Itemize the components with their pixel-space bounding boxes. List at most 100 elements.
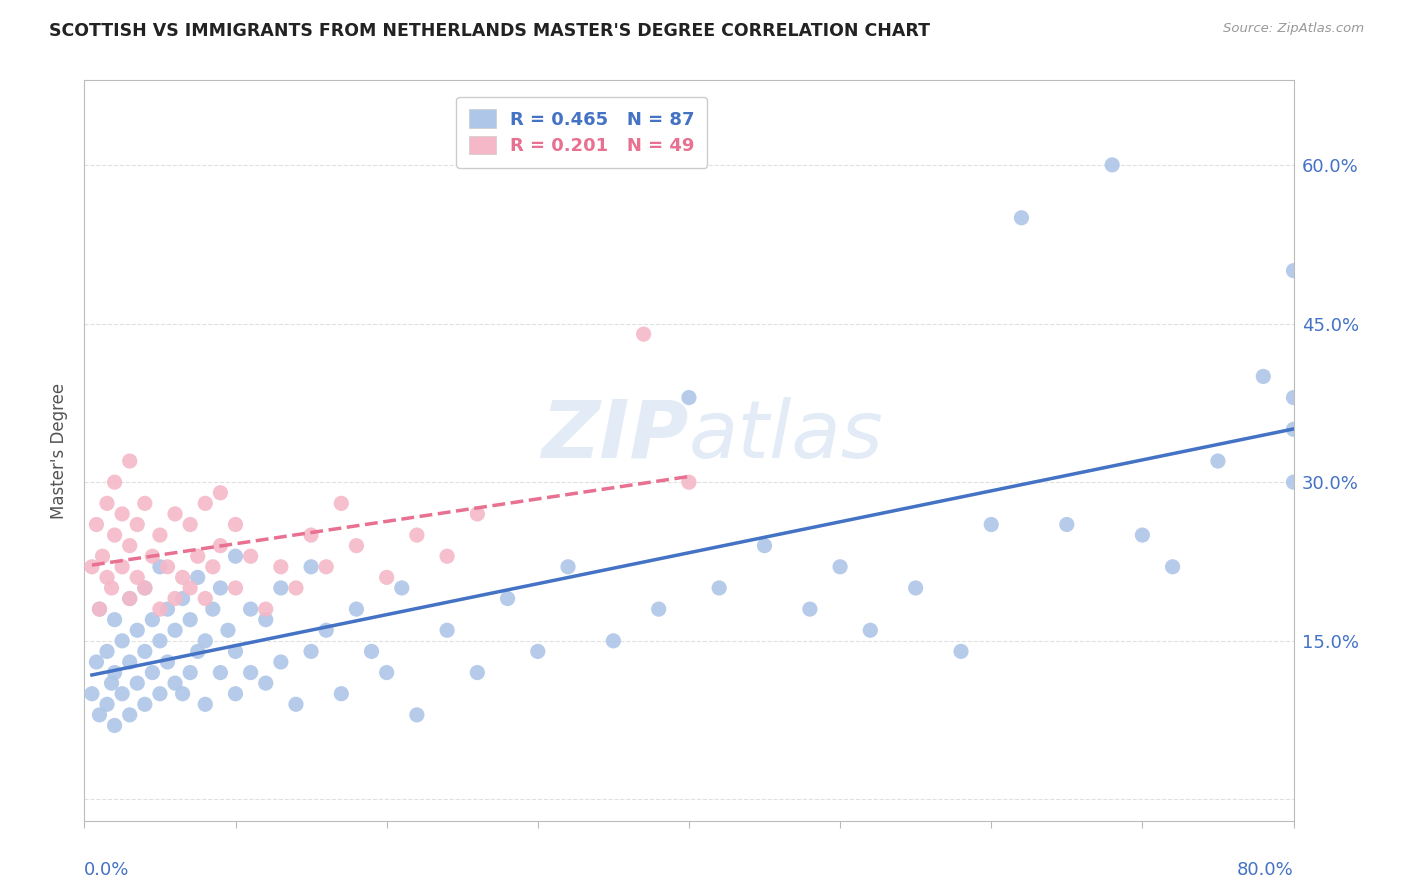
Point	[172, 591, 194, 606]
Point	[96, 570, 118, 584]
Point	[194, 496, 217, 510]
Point	[217, 624, 239, 638]
Point	[980, 517, 1002, 532]
Point	[156, 559, 179, 574]
Point	[315, 559, 337, 574]
Point	[187, 570, 209, 584]
Point	[467, 665, 489, 680]
Point	[330, 496, 353, 510]
Point	[709, 581, 731, 595]
Point	[830, 559, 852, 574]
Point	[134, 698, 156, 712]
Point	[194, 698, 217, 712]
Point	[127, 624, 149, 638]
Point	[754, 539, 776, 553]
Point	[270, 655, 292, 669]
Point	[149, 602, 172, 616]
Point	[225, 517, 247, 532]
Point	[209, 581, 232, 595]
Point	[1282, 263, 1305, 277]
Point	[436, 549, 458, 564]
Point	[299, 644, 322, 658]
Point	[633, 327, 655, 342]
Point	[194, 591, 217, 606]
Point	[1056, 517, 1078, 532]
Point	[859, 624, 882, 638]
Point	[254, 602, 277, 616]
Point	[1282, 422, 1305, 436]
Point	[118, 591, 141, 606]
Point	[149, 687, 172, 701]
Point	[156, 602, 179, 616]
Point	[89, 602, 111, 616]
Text: atlas: atlas	[689, 397, 884, 475]
Point	[330, 687, 353, 701]
Point	[104, 613, 127, 627]
Point	[111, 559, 134, 574]
Point	[111, 507, 134, 521]
Point	[436, 624, 458, 638]
Point	[254, 613, 277, 627]
Point	[225, 687, 247, 701]
Point	[172, 570, 194, 584]
Point	[346, 539, 368, 553]
Point	[179, 665, 201, 680]
Point	[104, 528, 127, 542]
Point	[209, 665, 232, 680]
Point	[346, 602, 368, 616]
Point	[360, 644, 382, 658]
Point	[270, 581, 292, 595]
Point	[149, 559, 172, 574]
Point	[165, 507, 187, 521]
Point	[111, 687, 134, 701]
Point	[315, 624, 337, 638]
Point	[149, 528, 172, 542]
Point	[904, 581, 927, 595]
Point	[467, 507, 489, 521]
Point	[89, 707, 111, 722]
Y-axis label: Master's Degree: Master's Degree	[51, 383, 69, 518]
Point	[141, 613, 163, 627]
Point	[165, 676, 187, 690]
Point	[225, 549, 247, 564]
Point	[134, 581, 156, 595]
Legend: R = 0.465   N = 87, R = 0.201   N = 49: R = 0.465 N = 87, R = 0.201 N = 49	[456, 96, 707, 168]
Point	[406, 707, 429, 722]
Point	[1282, 475, 1305, 490]
Point	[111, 633, 134, 648]
Point	[1130, 528, 1153, 542]
Point	[149, 633, 172, 648]
Point	[96, 496, 118, 510]
Point	[254, 676, 277, 690]
Point	[285, 698, 308, 712]
Point	[678, 391, 700, 405]
Point	[648, 602, 671, 616]
Text: 0.0%: 0.0%	[84, 862, 129, 880]
Point	[127, 570, 149, 584]
Point	[118, 591, 141, 606]
Point	[96, 644, 118, 658]
Point	[96, 698, 118, 712]
Point	[118, 539, 141, 553]
Point	[602, 633, 624, 648]
Text: ZIP: ZIP	[541, 397, 689, 475]
Point	[406, 528, 429, 542]
Point	[1101, 158, 1123, 172]
Point	[496, 591, 519, 606]
Point	[270, 559, 292, 574]
Point	[127, 676, 149, 690]
Point	[179, 581, 201, 595]
Point	[118, 655, 141, 669]
Point	[1253, 369, 1275, 384]
Point	[209, 539, 232, 553]
Point	[799, 602, 821, 616]
Point	[375, 570, 398, 584]
Point	[285, 581, 308, 595]
Point	[80, 687, 103, 701]
Point	[391, 581, 413, 595]
Text: SCOTTISH VS IMMIGRANTS FROM NETHERLANDS MASTER'S DEGREE CORRELATION CHART: SCOTTISH VS IMMIGRANTS FROM NETHERLANDS …	[49, 22, 931, 40]
Point	[201, 602, 224, 616]
Point	[557, 559, 579, 574]
Point	[201, 559, 224, 574]
Text: 80.0%: 80.0%	[1237, 862, 1294, 880]
